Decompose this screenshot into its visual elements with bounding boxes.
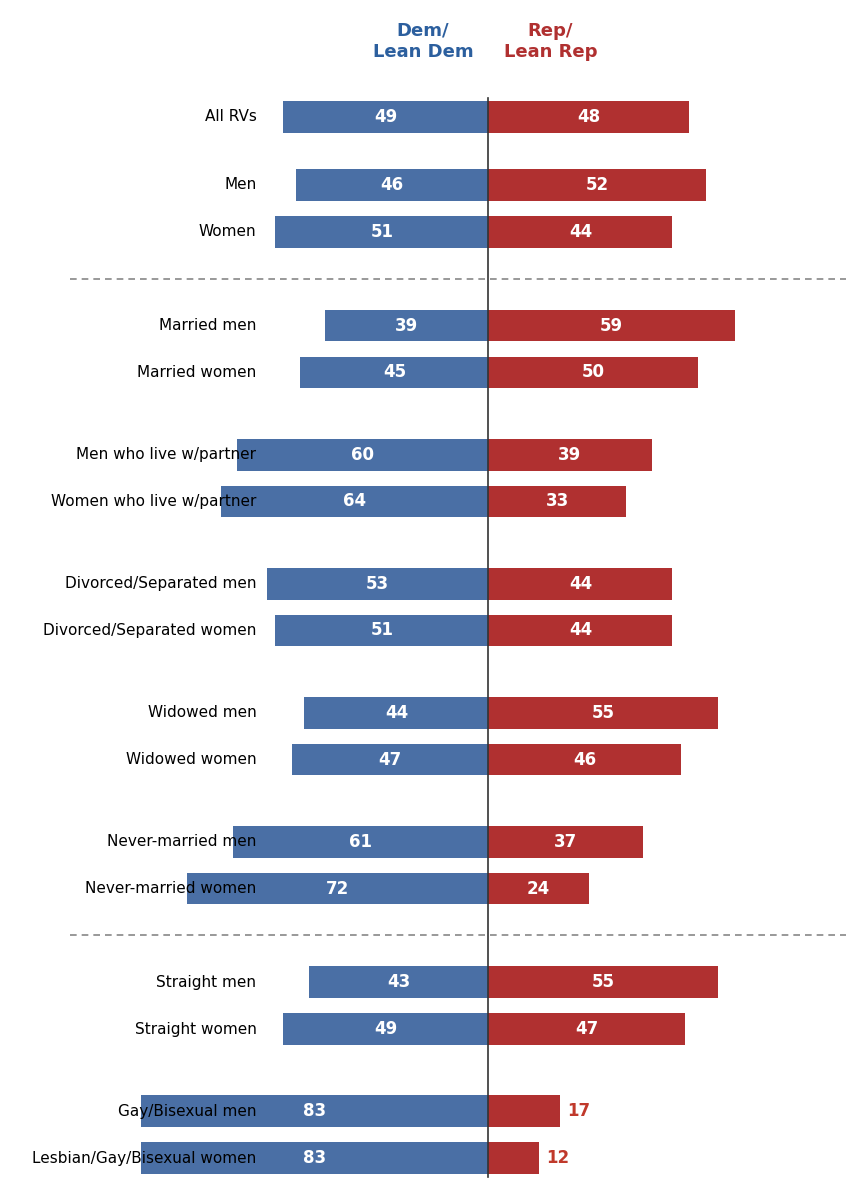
Text: Divorced/Separated men: Divorced/Separated men	[65, 576, 257, 592]
Text: Women who live w/partner: Women who live w/partner	[51, 494, 257, 509]
Text: Rep/
Lean Rep: Rep/ Lean Rep	[504, 22, 598, 61]
Text: 44: 44	[385, 703, 408, 721]
Bar	[292, 744, 489, 775]
Text: 51: 51	[371, 622, 394, 640]
Bar	[237, 439, 489, 470]
Text: 48: 48	[577, 108, 600, 126]
Bar	[489, 310, 735, 342]
Text: 61: 61	[349, 833, 372, 851]
Bar	[309, 966, 489, 998]
Text: 17: 17	[567, 1103, 590, 1121]
Text: Widowed women: Widowed women	[126, 752, 257, 767]
Bar	[296, 169, 489, 200]
Text: 64: 64	[343, 492, 366, 510]
Text: All RVs: All RVs	[205, 109, 257, 125]
Bar	[489, 872, 589, 905]
Text: Never-married men: Never-married men	[107, 834, 257, 850]
Bar	[141, 1142, 489, 1175]
Bar	[489, 169, 706, 200]
Text: 55: 55	[592, 703, 615, 721]
Text: Women: Women	[199, 224, 257, 239]
Text: 33: 33	[546, 492, 569, 510]
Bar	[489, 216, 672, 247]
Text: 49: 49	[374, 108, 398, 126]
Text: 12: 12	[547, 1150, 570, 1168]
Bar	[489, 356, 698, 389]
Bar	[489, 1096, 559, 1127]
Bar	[489, 1013, 685, 1045]
Bar	[275, 614, 489, 647]
Bar	[489, 486, 626, 517]
Text: 24: 24	[527, 880, 550, 898]
Text: 46: 46	[573, 750, 596, 768]
Bar	[489, 568, 672, 600]
Text: Never-married women: Never-married women	[85, 881, 257, 896]
Text: 53: 53	[366, 575, 389, 593]
Bar	[275, 216, 489, 247]
Text: 60: 60	[351, 445, 375, 463]
Text: Men who live w/partner: Men who live w/partner	[76, 448, 257, 462]
Bar	[489, 966, 718, 998]
Text: Dem/
Lean Dem: Dem/ Lean Dem	[372, 22, 473, 61]
Text: Divorced/Separated women: Divorced/Separated women	[43, 623, 257, 638]
Text: 83: 83	[303, 1150, 326, 1168]
Text: 39: 39	[558, 445, 581, 463]
Text: Lesbian/Gay/Bisexual women: Lesbian/Gay/Bisexual women	[32, 1151, 257, 1166]
Bar	[187, 872, 489, 905]
Text: 45: 45	[382, 364, 406, 382]
Text: 50: 50	[581, 364, 604, 382]
Text: Gay/Bisexual men: Gay/Bisexual men	[118, 1104, 257, 1118]
Bar	[233, 826, 489, 858]
Text: 55: 55	[592, 973, 615, 991]
Text: 44: 44	[569, 223, 592, 241]
Bar	[267, 568, 489, 600]
Bar	[300, 356, 489, 389]
Bar	[489, 826, 643, 858]
Text: 39: 39	[395, 317, 418, 335]
Text: 59: 59	[600, 317, 623, 335]
Text: 44: 44	[569, 575, 592, 593]
Text: 52: 52	[586, 175, 609, 193]
Text: 47: 47	[378, 750, 402, 768]
Text: Straight men: Straight men	[156, 974, 257, 990]
Bar	[489, 101, 689, 133]
Bar	[489, 1142, 539, 1175]
Text: Married women: Married women	[137, 365, 257, 380]
Text: 43: 43	[387, 973, 411, 991]
Text: 49: 49	[374, 1020, 398, 1038]
Bar	[326, 310, 489, 342]
Text: 72: 72	[326, 880, 349, 898]
Text: 83: 83	[303, 1103, 326, 1121]
Text: 46: 46	[381, 175, 404, 193]
Text: 51: 51	[371, 223, 394, 241]
Bar	[141, 1096, 489, 1127]
Text: Straight women: Straight women	[134, 1021, 257, 1037]
Text: Widowed men: Widowed men	[148, 706, 257, 720]
Bar	[489, 697, 718, 728]
Bar	[284, 1013, 489, 1045]
Text: Men: Men	[224, 178, 257, 192]
Bar	[284, 101, 489, 133]
Text: Married men: Married men	[159, 318, 257, 334]
Bar	[489, 744, 681, 775]
Bar	[304, 697, 489, 728]
Bar	[221, 486, 489, 517]
Bar	[489, 439, 652, 470]
Bar	[489, 614, 672, 647]
Text: 47: 47	[575, 1020, 598, 1038]
Text: 44: 44	[569, 622, 592, 640]
Text: 37: 37	[554, 833, 577, 851]
